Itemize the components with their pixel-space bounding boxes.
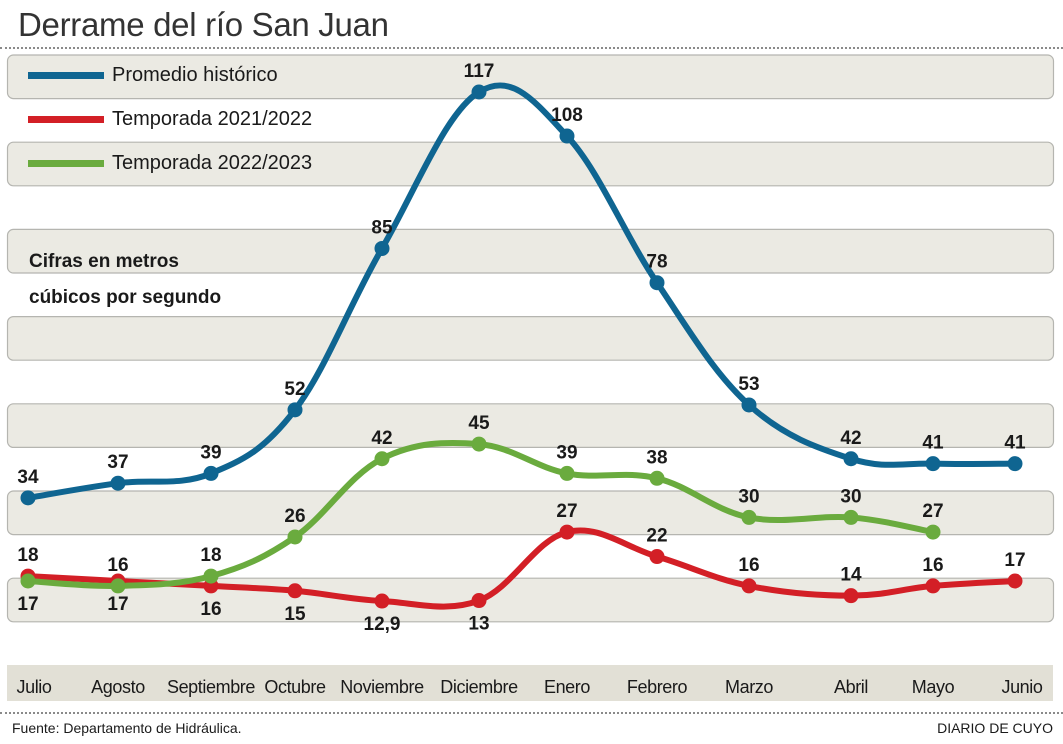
data-point-temporada-2022-2023 — [203, 568, 219, 584]
data-label-promedio: 41 — [1004, 433, 1026, 454]
data-label-temporada-2022-2023: 18 — [200, 545, 221, 566]
data-label-temporada-2021-2022: 16 — [922, 555, 943, 576]
brand-credit: DIARIO DE CUYO — [937, 720, 1053, 736]
data-label-promedio: 41 — [922, 433, 944, 454]
data-label-temporada-2022-2023: 27 — [922, 501, 943, 522]
legend-item-2022-2023: Temporada 2022/2023 — [28, 152, 312, 175]
data-label-promedio: 34 — [17, 467, 39, 488]
data-point-promedio — [110, 475, 126, 491]
data-label-temporada-2021-2022: 27 — [556, 501, 577, 522]
data-label-temporada-2022-2023: 38 — [646, 447, 667, 468]
data-point-temporada-2022-2023 — [649, 470, 665, 486]
background-band — [6, 141, 1055, 187]
data-point-promedio — [287, 402, 303, 418]
bottom-divider — [0, 712, 1063, 714]
data-point-temporada-2021-2022 — [287, 583, 303, 599]
data-point-temporada-2021-2022 — [559, 524, 575, 540]
background-band — [6, 228, 1055, 274]
units-note: Cifras en metros cúbicos por segundo — [29, 244, 221, 316]
data-point-temporada-2022-2023 — [374, 451, 390, 467]
legend-item-2021-2022: Temporada 2021/2022 — [28, 108, 312, 131]
legend-label: Temporada 2022/2023 — [112, 152, 313, 174]
data-label-temporada-2021-2022: 17 — [1004, 550, 1025, 571]
data-label-temporada-2022-2023: 16 — [107, 555, 128, 576]
units-note-line1: Cifras en metros — [29, 251, 179, 272]
background-band — [6, 316, 1055, 361]
data-label-temporada-2021-2022: 17 — [107, 594, 128, 615]
source-note: Fuente: Departamento de Hidráulica. — [12, 720, 242, 736]
data-point-promedio — [559, 128, 575, 144]
data-label-temporada-2022-2023: 45 — [468, 413, 490, 434]
data-label-promedio: 78 — [646, 252, 667, 273]
legend-swatch-blue — [28, 72, 104, 79]
data-point-temporada-2022-2023 — [20, 573, 36, 589]
data-labels: 18 17 16 15 12,9 13 27 22 16 14 16 17 17 16 18 26 42 45 39… — [17, 61, 1026, 635]
data-label-temporada-2022-2023: 30 — [738, 486, 759, 507]
data-label-temporada-2021-2022: 16 — [200, 599, 221, 620]
data-label-temporada-2021-2022: 15 — [284, 604, 306, 625]
data-label-promedio: 39 — [200, 442, 221, 463]
data-point-temporada-2021-2022 — [741, 578, 757, 594]
legend-swatch-red — [28, 116, 104, 123]
data-point-promedio — [374, 240, 390, 256]
data-point-temporada-2022-2023 — [925, 524, 941, 540]
data-label-temporada-2021-2022: 16 — [738, 555, 759, 576]
data-label-temporada-2022-2023: 26 — [284, 506, 305, 527]
data-point-temporada-2022-2023 — [471, 436, 487, 452]
data-label-promedio: 108 — [551, 105, 583, 126]
data-label-promedio: 85 — [371, 217, 393, 238]
data-label-promedio: 42 — [840, 428, 861, 449]
data-point-promedio — [649, 275, 665, 291]
data-label-temporada-2022-2023: 30 — [840, 486, 861, 507]
legend-item-promedio: Promedio histórico — [28, 64, 278, 87]
legend-swatch-green — [28, 160, 104, 167]
data-point-temporada-2022-2023 — [843, 509, 859, 525]
units-note-line2: cúbicos por segundo — [29, 287, 222, 308]
data-point-temporada-2021-2022 — [843, 588, 859, 604]
data-point-promedio — [741, 397, 757, 413]
legend-label: Temporada 2021/2022 — [112, 108, 313, 130]
series-points — [20, 84, 1023, 609]
data-label-promedio: 117 — [464, 61, 495, 82]
data-point-temporada-2022-2023 — [741, 509, 757, 525]
data-point-temporada-2022-2023 — [287, 529, 303, 545]
data-point-promedio — [203, 465, 219, 481]
data-point-promedio — [1007, 456, 1023, 472]
top-divider — [0, 47, 1063, 49]
data-point-temporada-2022-2023 — [110, 578, 126, 594]
data-label-temporada-2021-2022: 14 — [840, 565, 862, 586]
data-point-temporada-2021-2022 — [925, 578, 941, 594]
background-band — [6, 490, 1055, 536]
data-label-temporada-2021-2022: 12,9 — [364, 614, 401, 635]
data-point-temporada-2021-2022 — [649, 549, 665, 565]
data-point-promedio — [843, 451, 859, 467]
data-point-temporada-2021-2022 — [1007, 573, 1023, 589]
data-label-temporada-2022-2023: 39 — [556, 442, 577, 463]
data-label-promedio: 53 — [738, 374, 759, 395]
background-band — [6, 403, 1055, 448]
data-point-promedio — [20, 490, 36, 506]
data-label-temporada-2021-2022: 22 — [646, 526, 667, 547]
legend-label: Promedio histórico — [112, 64, 278, 86]
data-label-temporada-2021-2022: 18 — [17, 545, 38, 566]
data-label-promedio: 52 — [284, 379, 305, 400]
data-point-temporada-2021-2022 — [471, 593, 487, 609]
data-point-promedio — [925, 456, 941, 472]
x-axis-bar — [7, 665, 1053, 701]
data-point-temporada-2021-2022 — [374, 593, 390, 609]
data-label-temporada-2021-2022: 13 — [468, 614, 489, 635]
data-label-temporada-2022-2023: 17 — [17, 594, 38, 615]
data-point-temporada-2022-2023 — [559, 465, 575, 481]
data-label-promedio: 37 — [107, 452, 128, 473]
data-label-temporada-2022-2023: 42 — [371, 428, 392, 449]
background-bands — [6, 54, 1055, 623]
chart-title: Derrame del río San Juan — [18, 6, 389, 43]
data-point-promedio — [471, 84, 487, 100]
